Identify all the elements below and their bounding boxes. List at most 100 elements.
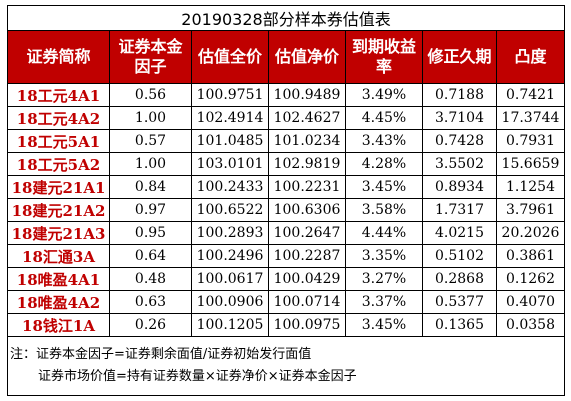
duration-cell: 0.7428: [422, 129, 497, 153]
header-convexity: 凸度: [495, 30, 566, 84]
security-name-cell: 18工元4A2: [7, 106, 110, 130]
convexity-cell: 0.1262: [495, 267, 566, 291]
security-name-cell: 18建元21A2: [7, 198, 110, 222]
table-row: 18建元21A3 0.95 100.2893 100.2647 4.44% 4.0215 2…: [7, 221, 566, 245]
full-price-cell: 103.0101: [191, 152, 269, 176]
full-price-cell: 100.2893: [191, 221, 269, 245]
net-price-cell: 100.2647: [268, 221, 346, 245]
yield-cell: 4.45%: [345, 106, 423, 130]
full-price-cell: 100.2496: [191, 244, 269, 268]
yield-cell: 3.45%: [345, 175, 423, 199]
header-modified-duration: 修正久期: [422, 30, 497, 84]
yield-cell: 3.58%: [345, 198, 423, 222]
security-name-cell: 18唯盈4A2: [7, 290, 110, 314]
table-row: 18钱江1A 0.26 100.1205 100.0975 3.45% 0.1365 0.0…: [7, 313, 566, 337]
header-full-price: 估值全价: [191, 30, 269, 84]
principal-factor-cell: 1.00: [109, 106, 192, 130]
net-price-cell: 100.2287: [268, 244, 346, 268]
net-price-cell: 100.0714: [268, 290, 346, 314]
full-price-cell: 102.4914: [191, 106, 269, 130]
full-price-cell: 100.2433: [191, 175, 269, 199]
principal-factor-cell: 0.97: [109, 198, 192, 222]
security-name-cell: 18钱江1A: [7, 313, 110, 337]
duration-cell: 0.1365: [422, 313, 497, 337]
convexity-cell: 0.3861: [495, 244, 566, 268]
duration-cell: 0.2868: [422, 267, 497, 291]
full-price-cell: 101.0485: [191, 129, 269, 153]
net-price-cell: 100.2231: [268, 175, 346, 199]
security-name-cell: 18建元21A3: [7, 221, 110, 245]
table-header-row: 证券简称 证券本金 因子 估值全价 估值净价 到期收益率修正久期 凸度: [7, 30, 566, 84]
principal-factor-cell: 0.48: [109, 267, 192, 291]
table-row: 18工元5A2 1.00 103.0101 102.9819 4.28% 3.5502 15…: [7, 152, 566, 176]
net-price-cell: 102.4627: [268, 106, 346, 130]
table-row: 18工元5A1 0.57 101.0485 101.0234 3.43% 0.7428 0.…: [7, 129, 566, 153]
security-name-cell: 18建元21A1: [7, 175, 110, 199]
principal-factor-cell: 1.00: [109, 152, 192, 176]
yield-cell: 3.45%: [345, 313, 423, 337]
convexity-cell: 1.1254: [495, 175, 566, 199]
principal-factor-cell: 0.64: [109, 244, 192, 268]
duration-cell: 0.7188: [422, 83, 497, 107]
duration-cell: 0.8934: [422, 175, 497, 199]
yield-cell: 3.49%: [345, 83, 423, 107]
note-line-2: 证券市场价值=持有证券数量×证券净价×证券本金因子: [38, 369, 357, 384]
duration-cell: 0.5377: [422, 290, 497, 314]
convexity-cell: 3.7961: [495, 198, 566, 222]
principal-factor-cell: 0.56: [109, 83, 192, 107]
security-name-cell: 18汇通3A: [7, 244, 110, 268]
convexity-cell: 0.7931: [495, 129, 566, 153]
principal-factor-cell: 0.95: [109, 221, 192, 245]
table-row: 18唯盈4A1 0.48 100.0617 100.0429 3.27% 0.2868 0.…: [7, 267, 566, 291]
net-price-cell: 102.9819: [268, 152, 346, 176]
note-line-1: 注：证券本金因子=证券剩余面值/证券初始发行面值: [10, 347, 312, 362]
table-title: 20190328部分样本券估值表: [6, 5, 566, 31]
header-security-name: 证券简称: [7, 30, 110, 84]
security-name-cell: 18工元4A1: [7, 83, 110, 107]
table-title-row: 20190328部分样本券估值表: [6, 5, 566, 31]
table-row: 18工元4A2 1.00 102.4914 102.4627 4.45% 3.7104 17…: [7, 106, 566, 130]
convexity-cell: 20.2026: [495, 221, 566, 245]
full-price-cell: 100.0906: [191, 290, 269, 314]
full-price-cell: 100.6522: [191, 198, 269, 222]
note-row: 注：证券本金因子=证券剩余面值/证券初始发行面值证券市场价值=持有证券数量×证券…: [6, 336, 566, 396]
table-row: 18建元21A2 0.97 100.6522 100.6306 3.58% 1.7317 3…: [7, 198, 566, 222]
valuation-table: 20190328部分样本券估值表 证券简称 证券本金 因子 估值全价 估值净价 到期收益率…: [6, 5, 566, 396]
duration-cell: 3.5502: [422, 152, 497, 176]
security-name-cell: 18工元5A2: [7, 152, 110, 176]
net-price-cell: 100.9489: [268, 83, 346, 107]
yield-cell: 4.44%: [345, 221, 423, 245]
duration-cell: 4.0215: [422, 221, 497, 245]
convexity-cell: 17.3744: [495, 106, 566, 130]
valuation-table-container: 20190328部分样本券估值表 证券简称 证券本金 因子 估值全价 估值净价 到期收益率…: [6, 5, 566, 396]
principal-factor-cell: 0.63: [109, 290, 192, 314]
net-price-cell: 100.0429: [268, 267, 346, 291]
full-price-cell: 100.9751: [191, 83, 269, 107]
yield-cell: 3.35%: [345, 244, 423, 268]
table-row: 18工元4A1 0.56 100.9751 100.9489 3.49% 0.7188 0.…: [7, 83, 566, 107]
convexity-cell: 0.0358: [495, 313, 566, 337]
table-row: 18建元21A1 0.84 100.2433 100.2231 3.45% 0.8934 1…: [7, 175, 566, 199]
duration-cell: 1.7317: [422, 198, 497, 222]
header-yield-to-maturity: 到期收益率: [345, 30, 423, 84]
yield-cell: 3.27%: [345, 267, 423, 291]
principal-factor-cell: 0.84: [109, 175, 192, 199]
duration-cell: 3.7104: [422, 106, 497, 130]
convexity-cell: 0.7421: [495, 83, 566, 107]
header-principal-factor: 证券本金 因子: [109, 30, 192, 84]
security-name-cell: 18工元5A1: [7, 129, 110, 153]
table-row: 18汇通3A 0.64 100.2496 100.2287 3.35% 0.5102 0.3…: [7, 244, 566, 268]
table-row: 18唯盈4A2 0.63 100.0906 100.0714 3.37% 0.5377 0.…: [7, 290, 566, 314]
net-price-cell: 101.0234: [268, 129, 346, 153]
security-name-cell: 18唯盈4A1: [7, 267, 110, 291]
yield-cell: 3.43%: [345, 129, 423, 153]
convexity-cell: 15.6659: [495, 152, 566, 176]
full-price-cell: 100.0617: [191, 267, 269, 291]
net-price-cell: 100.6306: [268, 198, 346, 222]
yield-cell: 4.28%: [345, 152, 423, 176]
full-price-cell: 100.1205: [191, 313, 269, 337]
note-cell: 注：证券本金因子=证券剩余面值/证券初始发行面值证券市场价值=持有证券数量×证券…: [6, 336, 566, 396]
principal-factor-cell: 0.26: [109, 313, 192, 337]
duration-cell: 0.5102: [422, 244, 497, 268]
yield-cell: 3.37%: [345, 290, 423, 314]
